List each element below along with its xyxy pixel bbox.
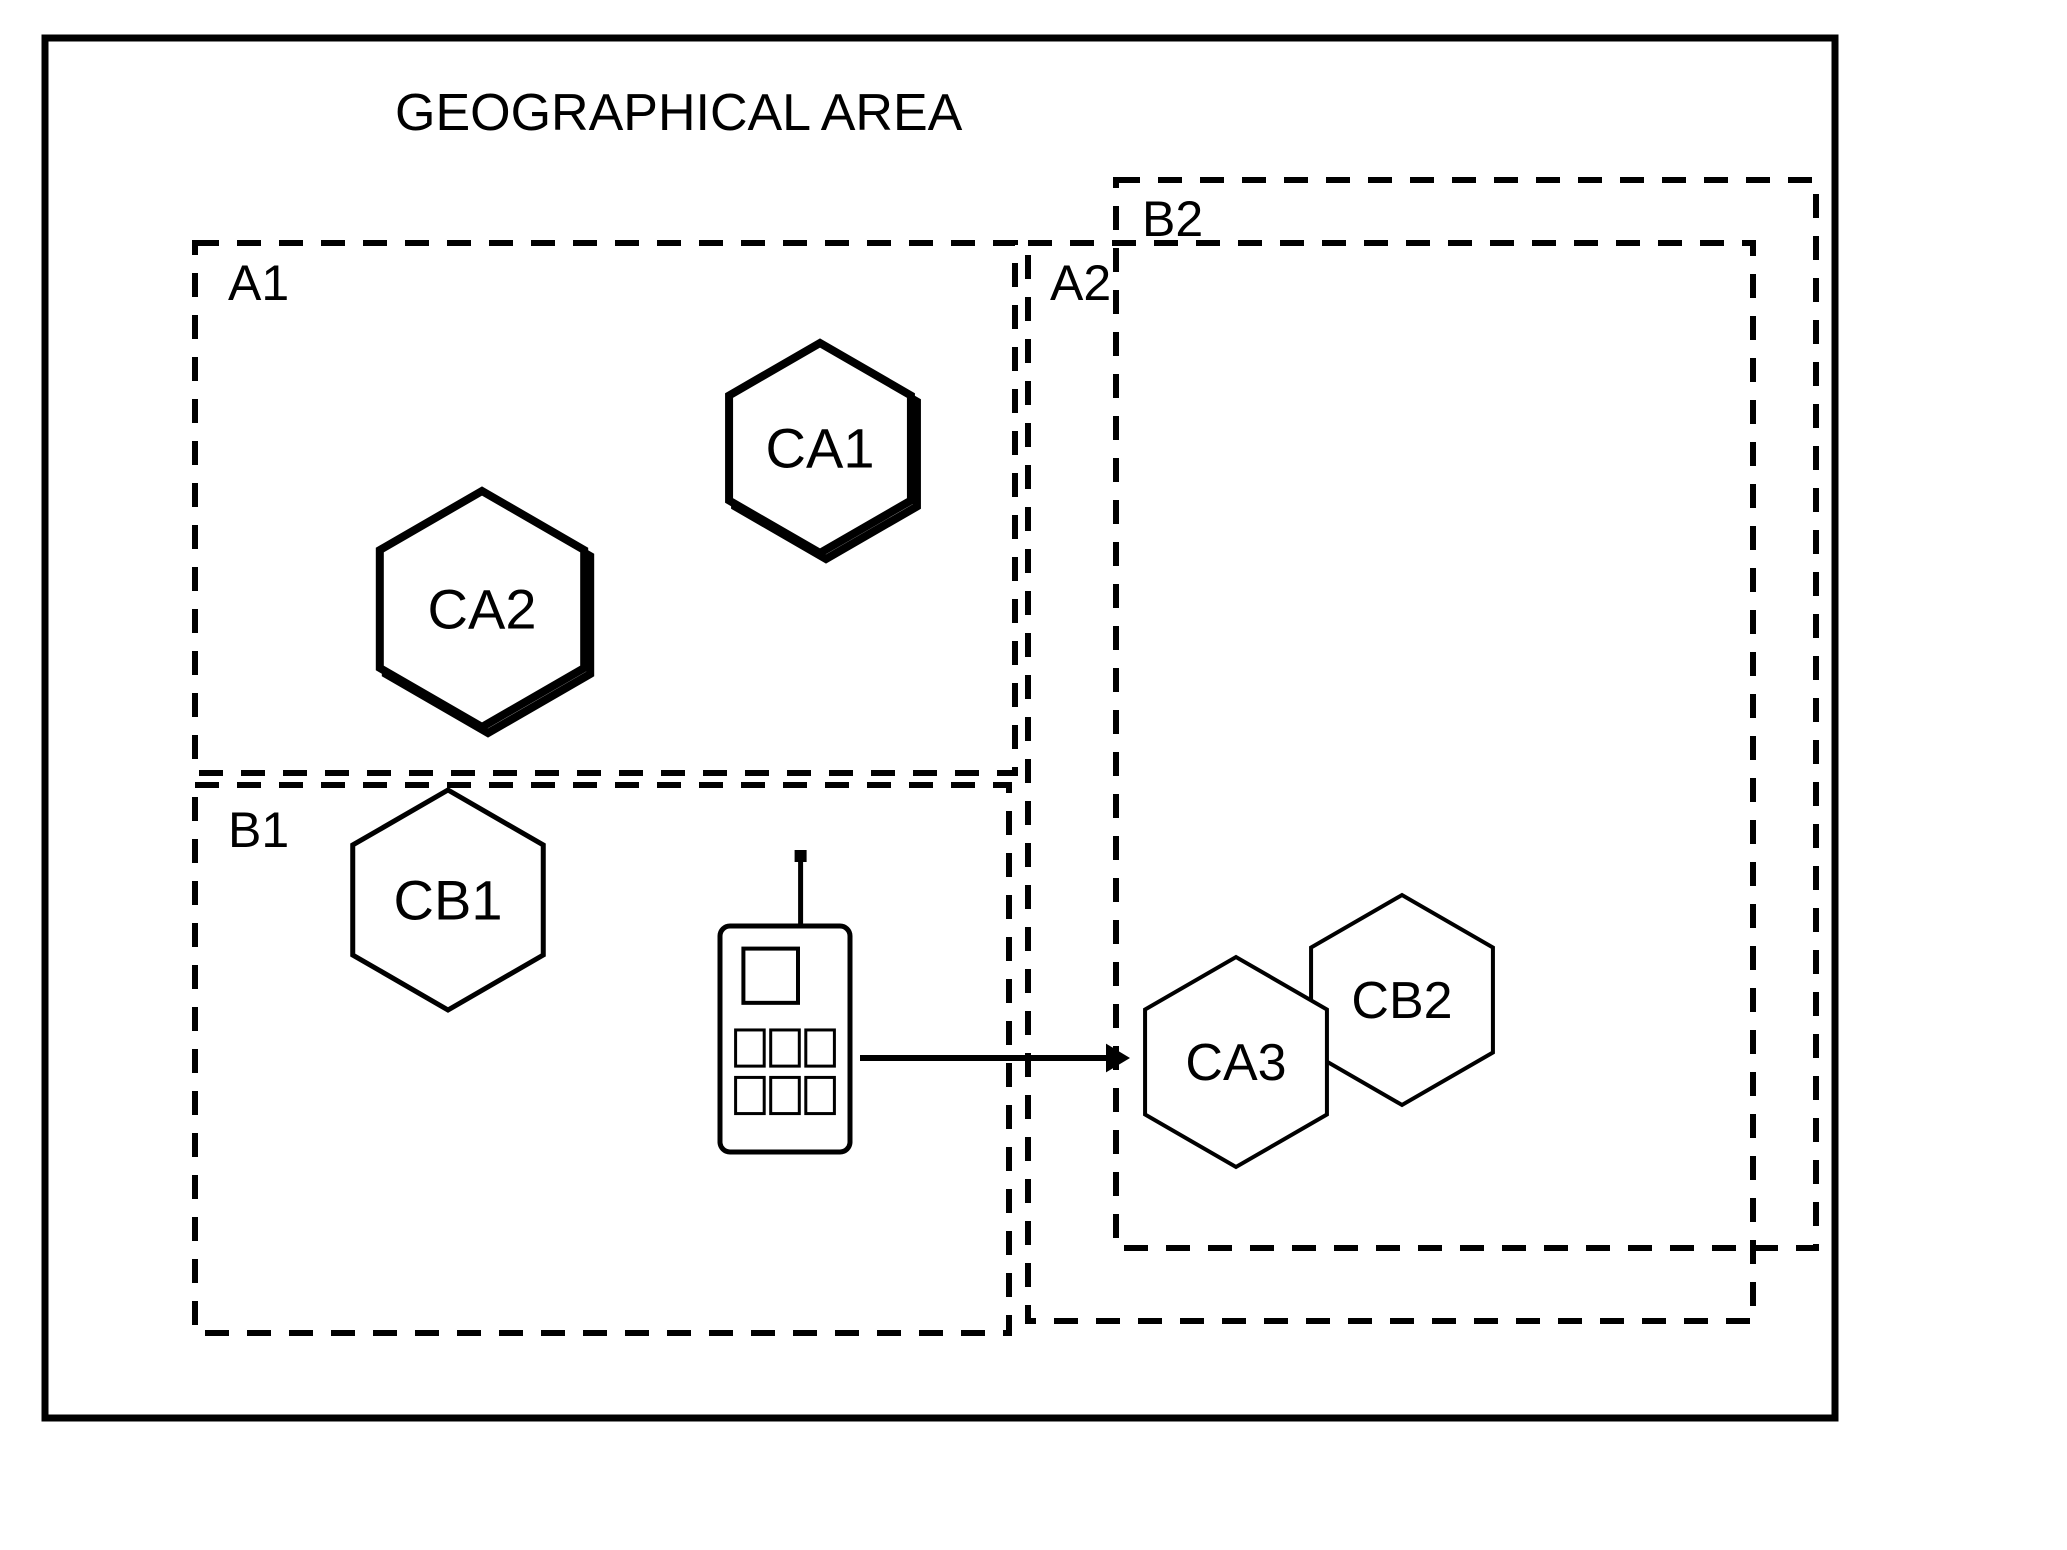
- outer-frame: [45, 38, 1835, 1418]
- region-label-a1: A1: [228, 255, 289, 311]
- cell-label-ca1: CA1: [766, 417, 875, 480]
- cell-label-ca2: CA2: [428, 578, 537, 641]
- diagram-container: GEOGRAPHICAL AREA A1 A2 B1 B2 CA1 CA2 CB1 CB2 CA3: [0, 0, 2067, 1550]
- region-label-a2: A2: [1050, 255, 1111, 311]
- cell-label-cb2: CB2: [1351, 972, 1452, 1030]
- region-label-b2: B2: [1142, 191, 1203, 247]
- cell-label-cb1: CB1: [394, 869, 503, 932]
- region-label-b1: B1: [228, 802, 289, 858]
- phone-icon: [720, 850, 850, 1152]
- cell-label-ca3: CA3: [1185, 1034, 1286, 1092]
- diagram-svg: GEOGRAPHICAL AREA A1 A2 B1 B2 CA1 CA2 CB1 CB2 CA3: [0, 0, 2067, 1550]
- region-a2: [1028, 243, 1753, 1321]
- title-text: GEOGRAPHICAL AREA: [395, 84, 963, 142]
